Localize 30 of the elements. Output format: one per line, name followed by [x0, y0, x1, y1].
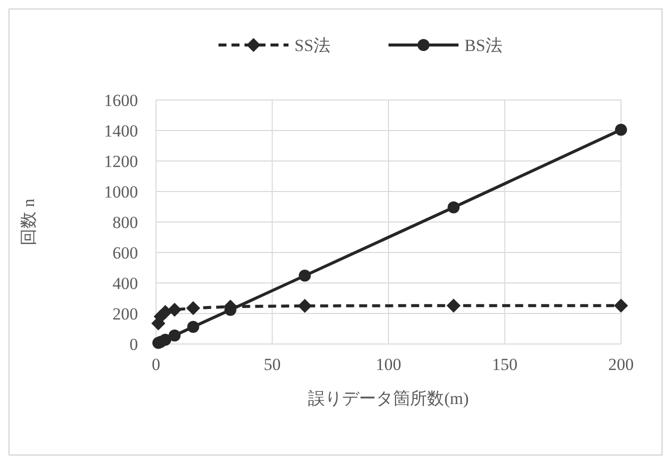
x-tick-label: 100: [376, 355, 402, 374]
y-tick-label: 1200: [104, 152, 138, 171]
point: [168, 329, 181, 342]
y-tick-label: 400: [112, 274, 138, 293]
point: [614, 298, 628, 313]
point: [446, 298, 461, 313]
x-tick-label: 150: [492, 355, 518, 374]
y-tick-label: 1000: [104, 182, 138, 202]
point: [168, 302, 182, 317]
point: [187, 320, 200, 333]
legend-label: BS法: [464, 36, 502, 55]
y-tick-label: 0: [130, 334, 138, 354]
x-axis-title: 誤りデータ箇所数(m): [308, 389, 469, 408]
point: [615, 124, 627, 136]
x-tick-label: 0: [152, 355, 160, 374]
x-tick-label: 50: [264, 355, 281, 374]
legend-label: SS法: [294, 36, 330, 55]
y-axis-title: 回数 n: [19, 198, 38, 246]
y-tick-label: 1400: [104, 121, 138, 140]
point: [186, 301, 200, 316]
point: [159, 334, 172, 346]
point: [158, 304, 172, 319]
x-tick-label: 200: [608, 355, 634, 374]
point: [298, 298, 312, 313]
y-tick-label: 800: [112, 212, 138, 232]
y-tick-label: 200: [112, 304, 138, 324]
y-tick-label: 1600: [104, 90, 138, 110]
point: [298, 270, 311, 282]
y-tick-label: 600: [112, 243, 138, 262]
point: [448, 201, 460, 214]
